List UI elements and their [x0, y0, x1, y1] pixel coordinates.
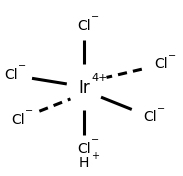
Text: Cl: Cl: [12, 113, 25, 127]
Text: −: −: [91, 12, 99, 22]
Text: −: −: [157, 104, 165, 114]
Text: H: H: [79, 156, 89, 170]
Text: Cl: Cl: [77, 142, 91, 156]
Text: 4+: 4+: [92, 73, 108, 83]
Text: Cl: Cl: [4, 68, 18, 82]
Text: −: −: [18, 61, 26, 71]
Text: −: −: [91, 135, 99, 145]
Text: −: −: [25, 106, 33, 116]
Text: +: +: [91, 151, 99, 161]
Text: Cl: Cl: [143, 110, 157, 124]
Text: Cl: Cl: [154, 57, 168, 71]
Text: Cl: Cl: [77, 18, 91, 33]
Text: Ir: Ir: [78, 79, 90, 97]
Text: −: −: [168, 51, 176, 61]
